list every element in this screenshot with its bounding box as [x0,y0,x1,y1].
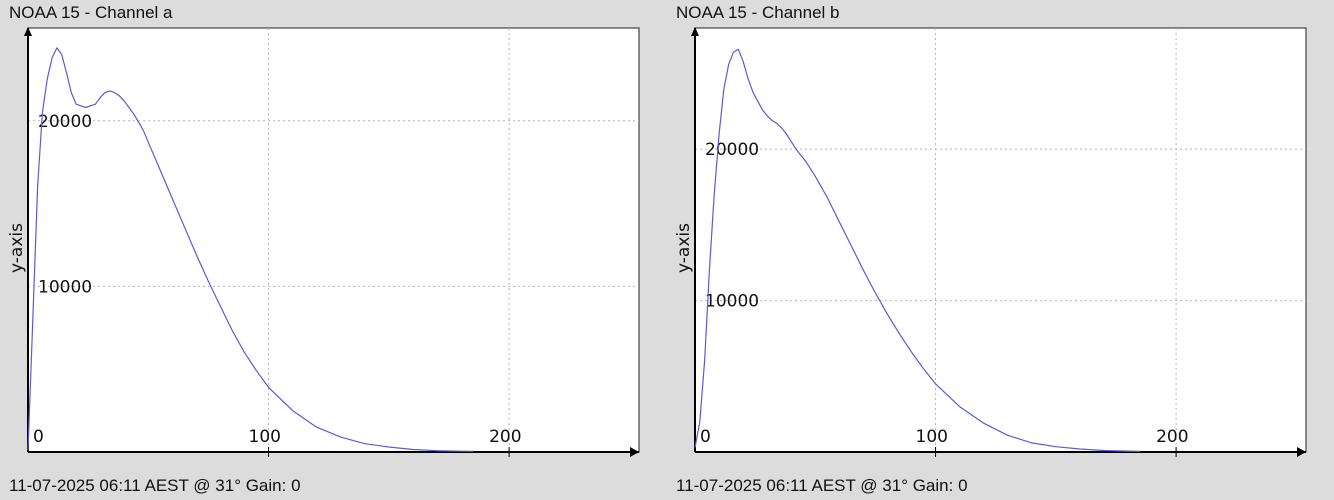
y-tick-label: 10000 [705,292,759,312]
x-axis-arrow-icon [630,447,639,457]
chart-title: NOAA 15 - Channel b [676,3,840,22]
x-tick-label: 100 [249,427,281,447]
x-tick-label: 200 [489,427,521,447]
chart-footer-status: 11-07-2025 06:11 AEST @ 31° Gain: 0 [676,476,968,495]
x-tick-label: 100 [916,427,948,447]
data-series-line [694,48,1141,452]
x-tick-label: 0 [33,427,44,447]
y-axis-label: y-axis [7,223,27,273]
y-axis-label: y-axis [674,223,694,273]
plot-area [694,27,1307,453]
data-series-line [27,47,474,452]
chart-canvas: 0 100 200 10000 20000 y-axis [674,27,1307,457]
y-tick-label: 20000 [705,140,759,160]
y-tick-label: 10000 [38,277,92,297]
chart-title: NOAA 15 - Channel a [9,3,173,22]
chart-canvas: 0 100 200 10000 20000 y-axis [7,27,640,457]
chart-panel-channel-b: NOAA 15 - Channel b 0 100 200 10000 20000 y-a… [667,0,1327,500]
plot-area [27,27,640,453]
y-axis-arrow-icon [24,27,32,36]
chart-panel-channel-a: NOAA 15 - Channel a 0 100 200 10000 20000 y-a… [0,0,660,500]
x-tick-label: 0 [700,427,711,447]
y-axis-arrow-icon [691,27,699,36]
x-axis-arrow-icon [1297,447,1306,457]
y-tick-label: 20000 [38,112,92,132]
x-tick-label: 200 [1156,427,1188,447]
chart-footer-status: 11-07-2025 06:11 AEST @ 31° Gain: 0 [9,476,301,495]
